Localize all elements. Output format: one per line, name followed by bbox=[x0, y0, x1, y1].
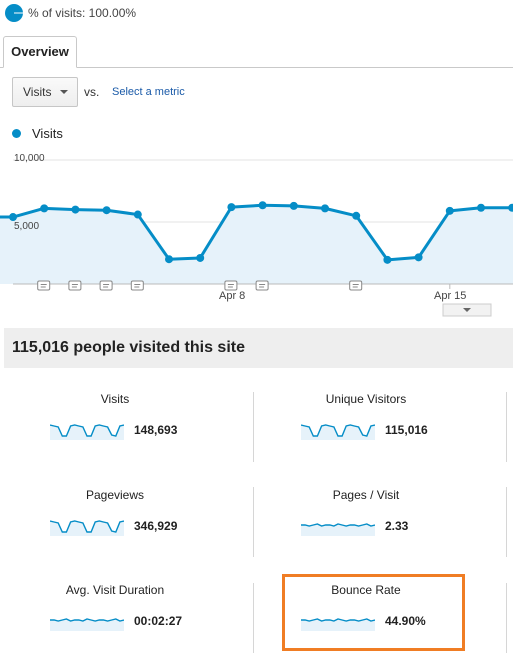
tile-visits[interactable]: Visits 148,693 bbox=[0, 392, 230, 472]
tile-value: 00:02:27 bbox=[134, 614, 183, 628]
data-point bbox=[414, 253, 423, 262]
series-dot-icon bbox=[12, 128, 21, 138]
annotation-marker-icon[interactable] bbox=[349, 280, 363, 291]
sparkline bbox=[50, 520, 124, 536]
sparkline bbox=[50, 424, 124, 440]
tile-title: Pageviews bbox=[85, 488, 145, 502]
tile-value: 44.90% bbox=[385, 614, 426, 628]
sparkline-fill bbox=[301, 524, 375, 536]
data-point bbox=[508, 203, 513, 212]
segment-indicator: % of visits: 100.00% bbox=[4, 3, 136, 23]
data-point bbox=[445, 206, 454, 215]
data-point bbox=[133, 210, 142, 219]
data-point bbox=[352, 211, 361, 220]
tile-title: Visits bbox=[100, 392, 130, 406]
data-point bbox=[477, 203, 485, 212]
annotation-marker-icon[interactable] bbox=[224, 280, 238, 291]
visits-chart: 10,000 5,000 Apr 8 Apr 15 bbox=[0, 150, 513, 320]
tile-divider bbox=[253, 392, 254, 462]
tile-divider bbox=[506, 392, 507, 462]
tile-pages-per-visit[interactable]: Pages / Visit 2.33 bbox=[251, 488, 481, 568]
tab-overview[interactable]: Overview bbox=[3, 36, 77, 68]
y-tick-label: 10,000 bbox=[14, 153, 45, 164]
data-point bbox=[9, 213, 17, 222]
data-point bbox=[196, 253, 205, 262]
chevron-down-icon bbox=[60, 90, 68, 94]
tile-value: 346,929 bbox=[134, 519, 178, 533]
sparkline-fill bbox=[301, 425, 375, 440]
sparkline-line bbox=[50, 618, 124, 622]
sparkline bbox=[301, 424, 375, 440]
sparkline-fill bbox=[50, 521, 124, 536]
data-point bbox=[383, 255, 392, 264]
y-tick-label: 5,000 bbox=[14, 221, 40, 232]
annotation-marker-icon[interactable] bbox=[68, 280, 82, 291]
x-tick-label: Apr 15 bbox=[434, 290, 467, 302]
data-point bbox=[321, 204, 329, 213]
pie-chart-icon bbox=[5, 4, 23, 22]
annotation-marker-icon[interactable] bbox=[99, 280, 113, 291]
sparkline-line bbox=[50, 424, 124, 437]
annotations-expand-button[interactable] bbox=[442, 303, 492, 317]
data-point bbox=[227, 203, 236, 212]
tile-value: 2.33 bbox=[385, 519, 409, 533]
metric-dropdown[interactable]: Visits bbox=[12, 77, 78, 107]
tile-unique-visitors[interactable]: Unique Visitors 115,016 bbox=[251, 392, 481, 472]
tile-bounce-rate[interactable]: Bounce Rate 44.90% bbox=[251, 583, 481, 663]
sparkline bbox=[301, 618, 375, 631]
bounce-rate-highlight bbox=[282, 574, 465, 651]
sparkline-fill bbox=[50, 425, 124, 440]
data-point bbox=[258, 201, 267, 210]
sparkline-line bbox=[50, 520, 124, 533]
tile-avg-visit-duration[interactable]: Avg. Visit Duration 00:02:27 bbox=[0, 583, 230, 663]
tile-value: 115,016 bbox=[385, 423, 428, 437]
tile-divider bbox=[253, 583, 254, 653]
data-point bbox=[102, 206, 111, 215]
data-point bbox=[40, 204, 49, 213]
select-metric-link[interactable]: Select a metric bbox=[112, 86, 185, 98]
sparkline-fill bbox=[301, 619, 375, 631]
tile-title: Pages / Visit bbox=[332, 488, 400, 502]
tile-title: Avg. Visit Duration bbox=[65, 583, 165, 597]
data-point bbox=[71, 205, 80, 214]
sparkline-line bbox=[301, 424, 375, 437]
sparkline-line bbox=[301, 523, 375, 527]
tile-divider bbox=[506, 487, 507, 557]
sparkline bbox=[301, 523, 375, 536]
sparkline-fill bbox=[50, 619, 124, 631]
tile-divider bbox=[253, 487, 254, 557]
tile-title: Unique Visitors bbox=[325, 392, 407, 406]
tile-value: 148,693 bbox=[134, 423, 178, 437]
tile-title: Bounce Rate bbox=[331, 583, 401, 597]
tile-pageviews[interactable]: Pageviews 346,929 bbox=[0, 488, 230, 568]
tile-divider bbox=[506, 583, 507, 653]
annotation-marker-icon[interactable] bbox=[37, 280, 51, 291]
sparkline bbox=[50, 618, 124, 631]
annotation-marker-icon[interactable] bbox=[255, 280, 269, 291]
visits-chart-svg bbox=[0, 159, 513, 317]
vs-label: vs. bbox=[84, 85, 100, 99]
segment-label: % of visits: 100.00% bbox=[28, 6, 137, 20]
report-tabs: Overview bbox=[0, 36, 513, 68]
data-point bbox=[289, 201, 298, 210]
data-point bbox=[165, 255, 173, 264]
metric-dropdown-value: Visits bbox=[23, 85, 52, 99]
legend-label: Visits bbox=[32, 125, 63, 141]
chart-area-fill bbox=[0, 205, 513, 284]
annotation-marker-icon[interactable] bbox=[130, 280, 144, 291]
x-tick-label: Apr 8 bbox=[219, 290, 246, 302]
summary-headline: 115,016 people visited this site bbox=[4, 328, 513, 368]
chart-legend: Visits bbox=[12, 125, 63, 141]
sparkline-line bbox=[301, 618, 375, 622]
